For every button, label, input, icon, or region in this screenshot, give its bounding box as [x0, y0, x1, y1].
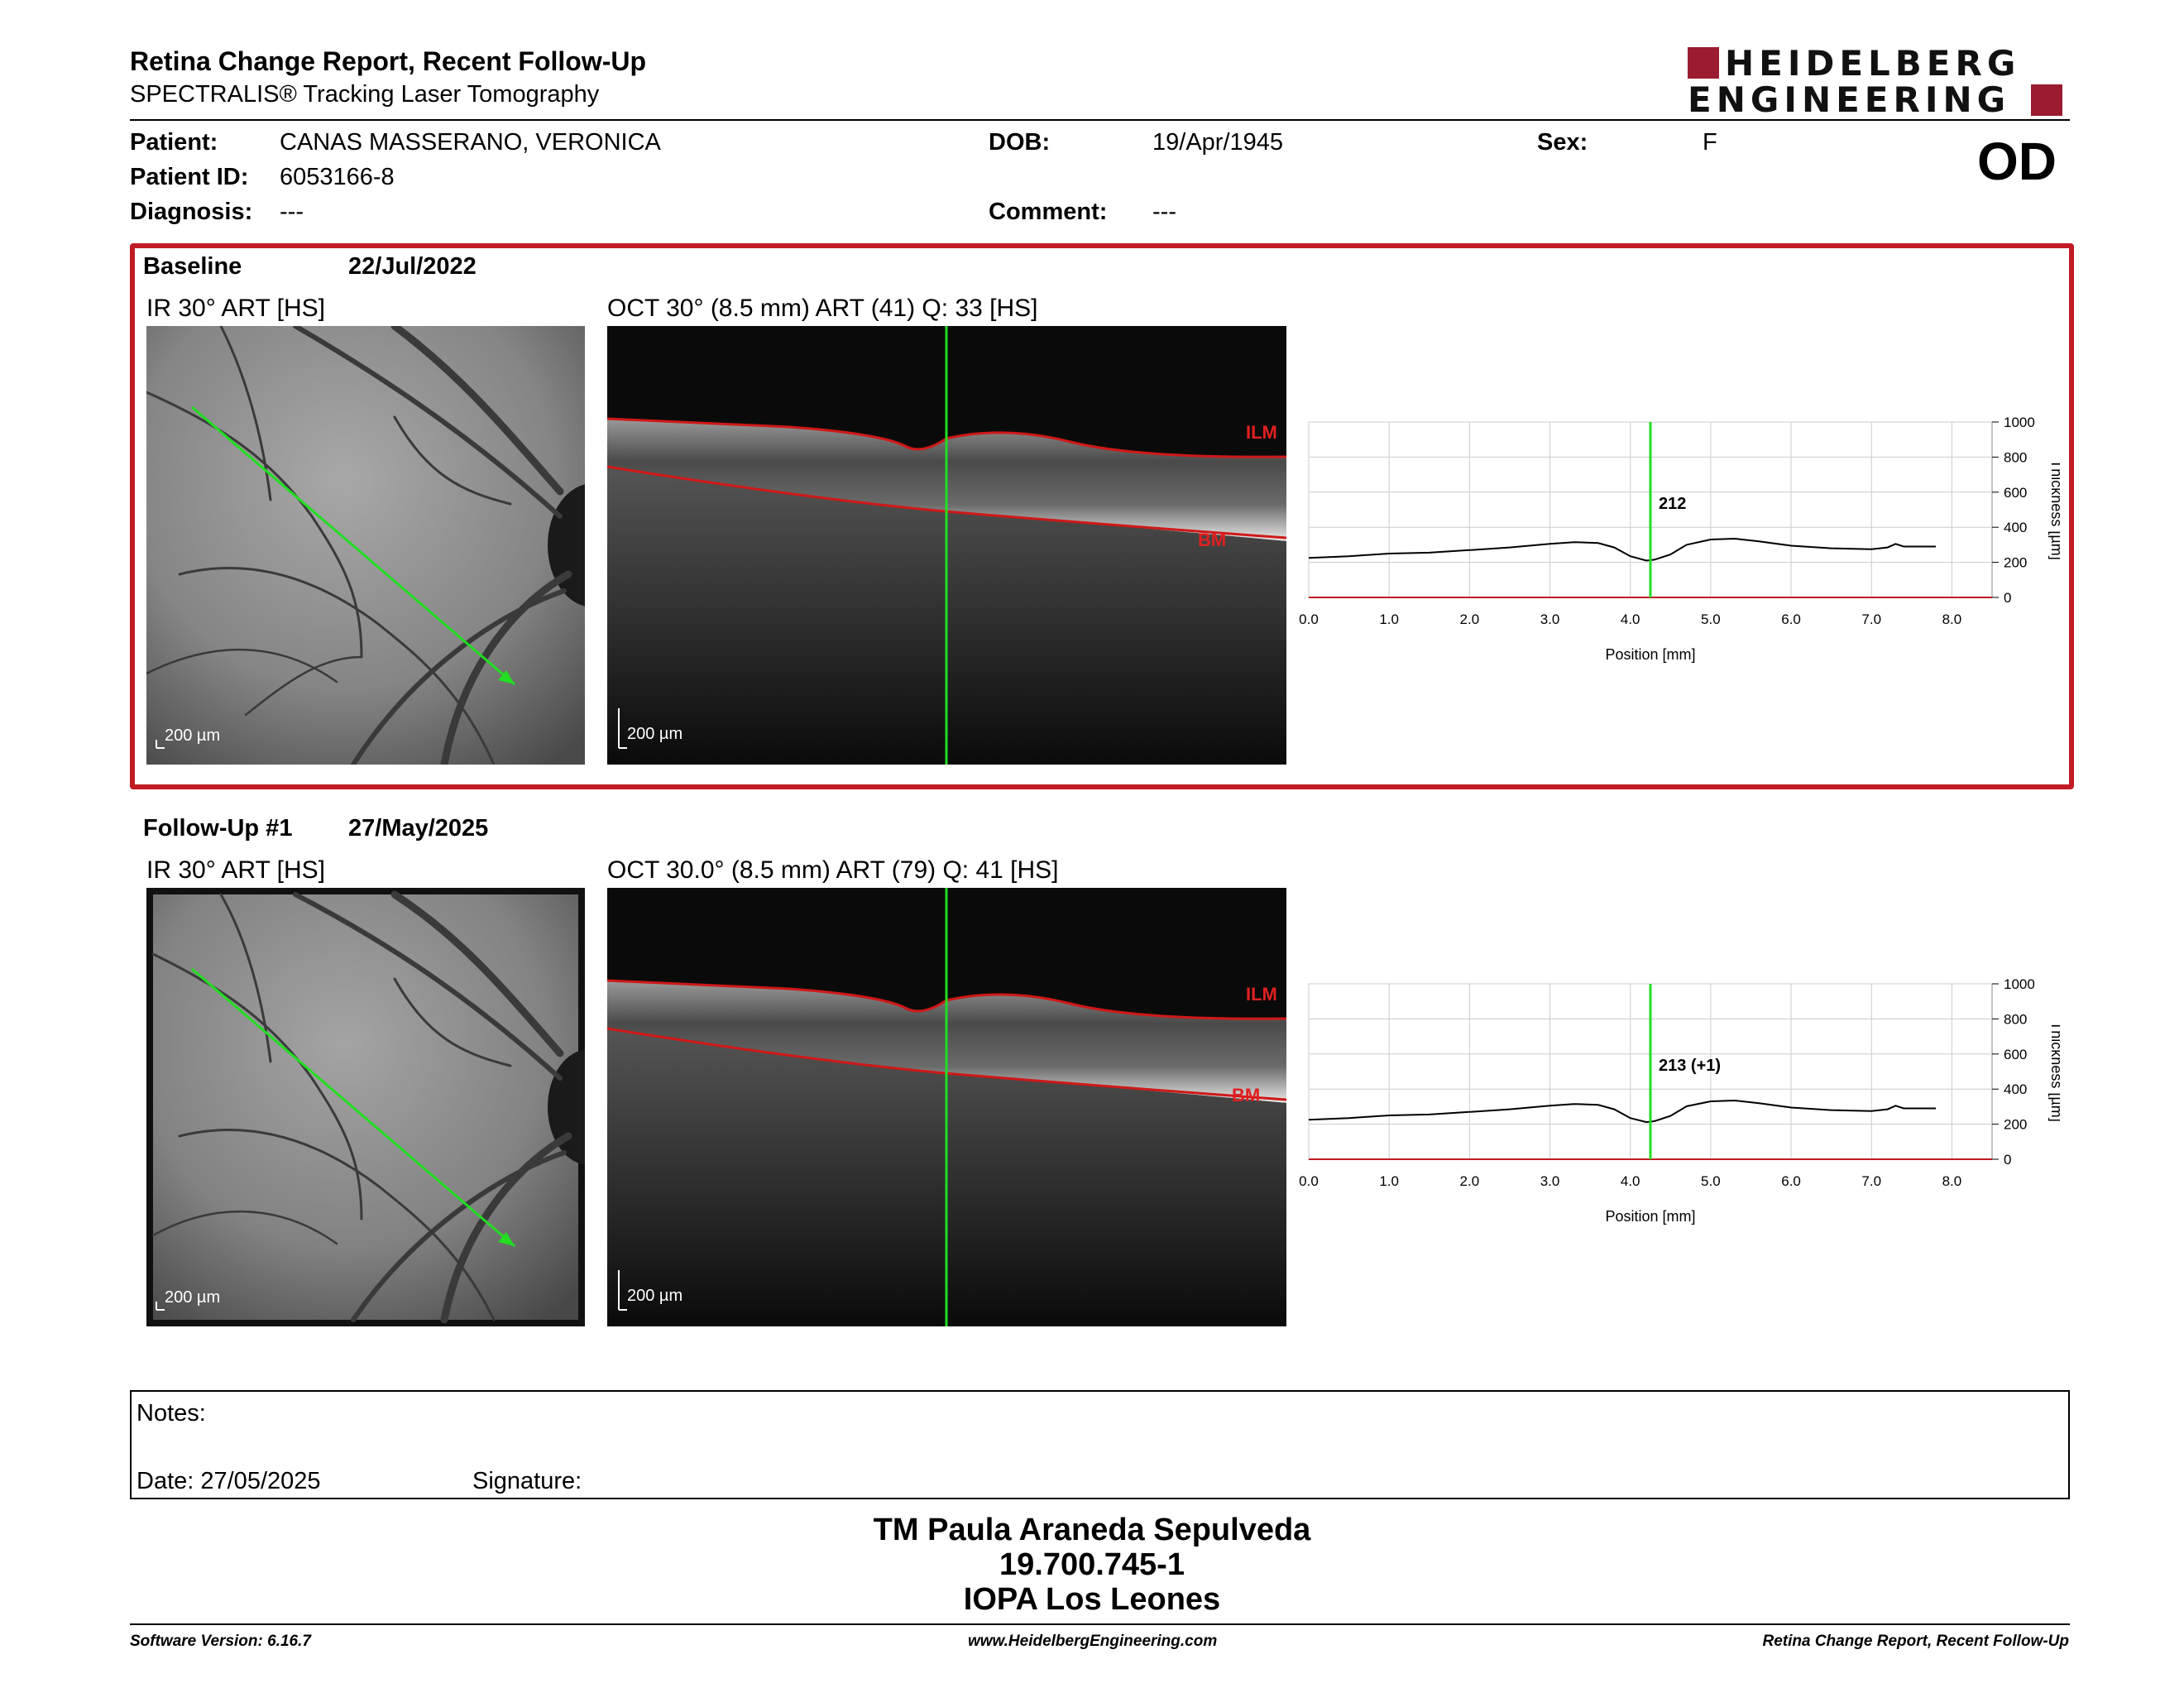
chart-x-tick-label: 5.0	[1701, 611, 1721, 627]
header-divider	[130, 119, 2070, 121]
report-title: Retina Change Report, Recent Follow-Up	[130, 46, 647, 76]
followup-oct-scale: 200 µm	[627, 1287, 683, 1305]
patient-name: CANAS MASSERANO, VERONICA	[280, 129, 661, 156]
chart-x-tick-label: 3.0	[1540, 1173, 1560, 1189]
chart-x-tick-label: 4.0	[1621, 1173, 1640, 1189]
baseline-oct-scale: 200 µm	[627, 725, 683, 743]
comment-value: ---	[1152, 199, 1176, 225]
dob-value: 19/Apr/1945	[1152, 129, 1284, 156]
chart-y-tick-label: 600	[2004, 1047, 2027, 1062]
followup-bm-label: BM	[1232, 1085, 1261, 1105]
followup-ir-title: IR 30° ART [HS]	[146, 856, 325, 884]
chart-marker-value: 213 (+1)	[1659, 1057, 1721, 1075]
baseline-selected-frame	[130, 243, 2074, 789]
chart-x-tick-label: 0.0	[1299, 611, 1319, 627]
baseline-ir-title: IR 30° ART [HS]	[146, 295, 325, 322]
followup-ilm-label: ILM	[1246, 984, 1277, 1005]
dob-label: DOB:	[989, 129, 1051, 156]
baseline-bm-label: BM	[1198, 530, 1227, 550]
patient-id-label: Patient ID:	[130, 164, 249, 190]
baseline-oct-bscan[interactable]: ILM BM 200 µm	[607, 326, 1286, 765]
chart-marker-value: 212	[1659, 495, 1686, 513]
notes-date: Date: 27/05/2025	[136, 1468, 321, 1494]
chart-x-tick-label: 6.0	[1781, 1173, 1801, 1189]
report-subtitle: SPECTRALIS® Tracking Laser Tomography	[130, 81, 600, 108]
chart-x-tick-label: 6.0	[1781, 611, 1801, 627]
followup-ir-fundus-image[interactable]: 200 µm	[146, 888, 585, 1326]
signature-id: 19.700.745-1	[999, 1547, 1185, 1582]
chart-thickness-line	[1308, 537, 1936, 562]
baseline-ilm-label: ILM	[1246, 422, 1277, 443]
chart-x-tick-label: 7.0	[1861, 1173, 1881, 1189]
chart-y-tick-label: 800	[2004, 449, 2027, 465]
chart-y-tick-label: 0	[2004, 1152, 2011, 1168]
chart-y-tick-label: 0	[2004, 590, 2011, 606]
chart-y-tick-label: 1000	[2004, 976, 2035, 992]
chart-x-tick-label: 4.0	[1621, 611, 1640, 627]
website-link[interactable]: www.HeidelbergEngineering.com	[968, 1633, 1218, 1650]
diagnosis-label: Diagnosis:	[130, 199, 253, 225]
signature-org: IOPA Los Leones	[963, 1582, 1221, 1617]
signature-name: TM Paula Araneda Sepulveda	[873, 1513, 1311, 1547]
chart-x-axis-label: Position [mm]	[1605, 646, 1695, 663]
chart-y-tick-label: 600	[2004, 485, 2027, 501]
chart-x-tick-label: 1.0	[1379, 1173, 1399, 1189]
followup-oct-bscan[interactable]: ILM BM 200 µm	[607, 888, 1286, 1326]
chart-y-tick-label: 1000	[2004, 415, 2035, 430]
followup-date: 27/May/2025	[348, 815, 489, 842]
patient-id: 6053166-8	[280, 164, 395, 190]
notes-label: Notes:	[136, 1400, 206, 1427]
chart-x-tick-label: 1.0	[1379, 611, 1399, 627]
followup-thickness-chart: 0.0 1.0 2.0 3.0 4.0 5.0 6.0 7.0 8.0 0 200 400 600 800…	[1299, 976, 2060, 1225]
baseline-thickness-chart: 0.0 1.0 2.0 3.0 4.0 5.0 6.0 7.0 8.0 0 200 400 600 800…	[1299, 415, 2060, 663]
chart-x-axis-label: Position [mm]	[1605, 1208, 1695, 1225]
followup-ir-scale: 200 µm	[165, 1288, 221, 1307]
comment-label: Comment:	[989, 199, 1108, 225]
footer-report-name: Retina Change Report, Recent Follow-Up	[1762, 1633, 2069, 1650]
baseline-date: 22/Jul/2022	[348, 253, 477, 280]
chart-x-tick-label: 5.0	[1701, 1173, 1721, 1189]
sex-value: F	[1703, 129, 1717, 156]
chart-x-tick-label: 3.0	[1540, 611, 1560, 627]
followup-label: Follow-Up #1	[143, 815, 293, 842]
followup-oct-title: OCT 30.0° (8.5 mm) ART (79) Q: 41 [HS]	[607, 856, 1059, 884]
baseline-ir-scale: 200 µm	[165, 727, 221, 745]
chart-x-tick-label: 8.0	[1942, 1173, 1962, 1189]
chart-x-tick-label: 2.0	[1460, 611, 1480, 627]
diagnosis-value: ---	[280, 199, 304, 225]
chart-y-axis-label: Thickness [µm]	[2048, 1021, 2060, 1121]
notes-box[interactable]: Notes: Date: 27/05/2025 Signature:	[130, 1390, 2070, 1499]
chart-y-tick-label: 200	[2004, 1117, 2027, 1133]
patient-label: Patient:	[130, 129, 218, 156]
chart-y-axis-label: Thickness [µm]	[2048, 459, 2060, 559]
baseline-ir-fundus-image[interactable]: 200 µm	[146, 326, 585, 765]
logo-line-1: HEIDELBERG	[1725, 43, 2021, 84]
chart-x-tick-label: 8.0	[1942, 611, 1962, 627]
baseline-oct-title: OCT 30° (8.5 mm) ART (41) Q: 33 [HS]	[607, 295, 1038, 322]
chart-x-tick-label: 2.0	[1460, 1173, 1480, 1189]
software-version: Software Version: 6.16.7	[130, 1633, 311, 1650]
signature-label: Signature:	[472, 1468, 582, 1494]
chart-y-tick-label: 800	[2004, 1011, 2027, 1027]
sex-label: Sex:	[1537, 129, 1588, 156]
footer-divider	[130, 1623, 2070, 1625]
chart-thickness-line	[1308, 1099, 1936, 1124]
chart-y-tick-label: 400	[2004, 520, 2027, 535]
eye-indicator: OD	[1977, 132, 2057, 191]
chart-x-tick-label: 0.0	[1299, 1173, 1319, 1189]
baseline-label: Baseline	[143, 253, 242, 280]
logo-line-2: ENGINEERING	[1688, 79, 2011, 120]
chart-y-tick-label: 400	[2004, 1081, 2027, 1097]
chart-x-tick-label: 7.0	[1861, 611, 1881, 627]
chart-y-tick-label: 200	[2004, 555, 2027, 571]
